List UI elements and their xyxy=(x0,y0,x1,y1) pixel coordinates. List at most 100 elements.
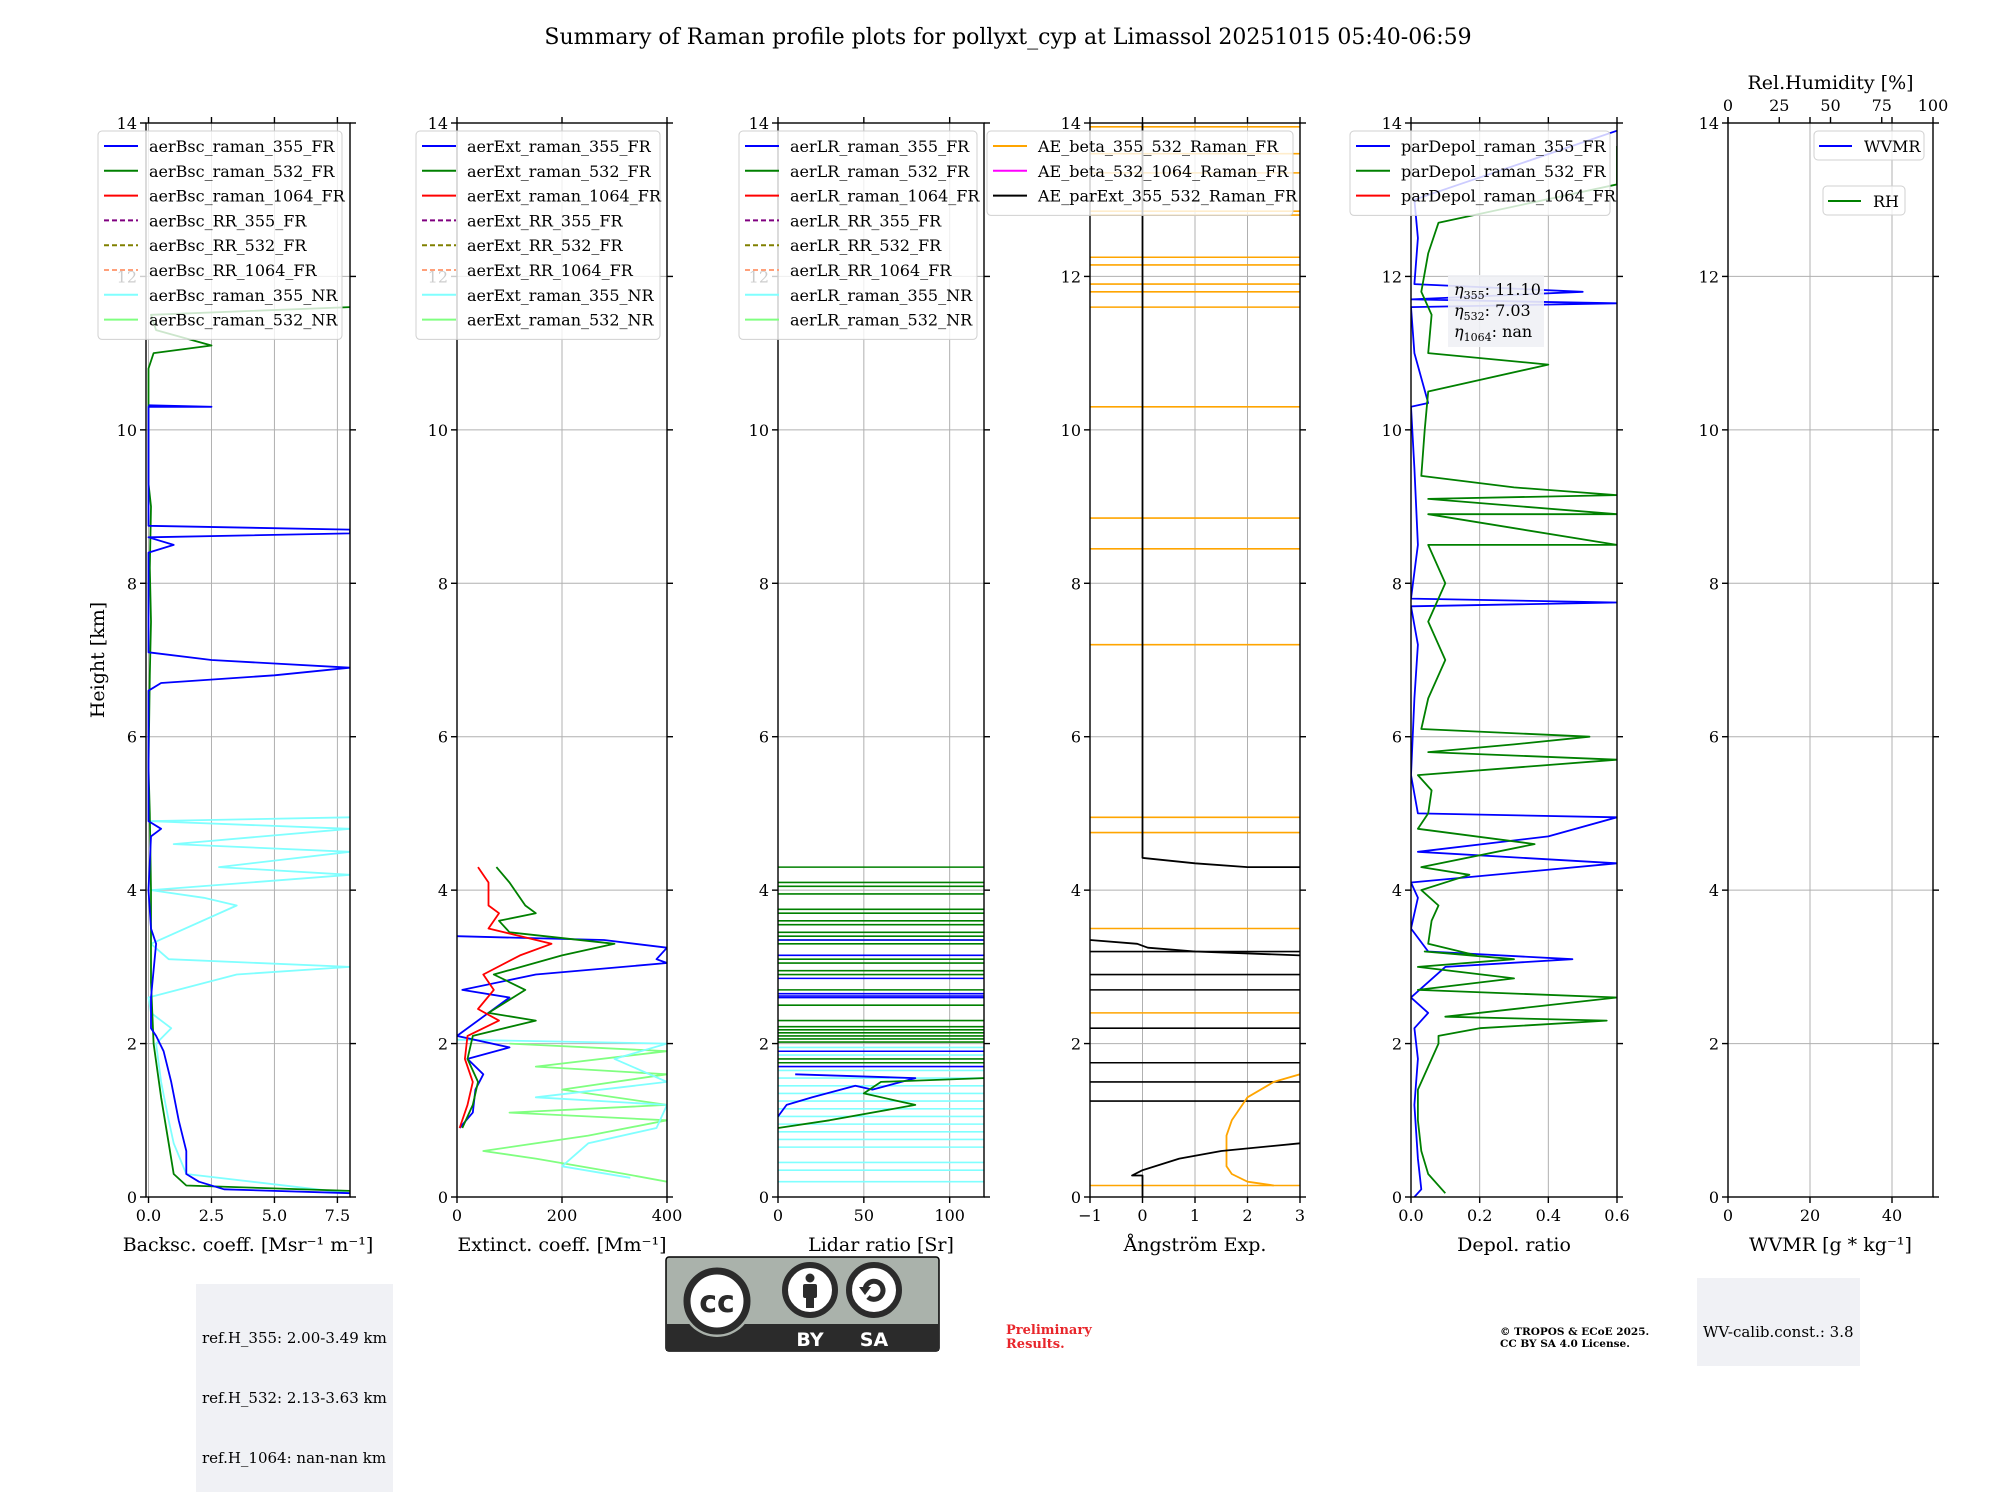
legend-frame xyxy=(1813,130,1925,161)
axes-frame xyxy=(145,122,351,1198)
legend-label: parDepol_raman_1064_FR xyxy=(1401,187,1617,206)
series-aerLR_raman_355_FR xyxy=(778,1073,917,1118)
reference-height-box: ref.H_355: 2.00-3.49 km ref.H_532: 2.13-… xyxy=(196,1284,393,1492)
series-AE_beta_355_532_Raman_FR xyxy=(1225,1073,1300,1187)
eta-subscript: 1064 xyxy=(1464,331,1492,344)
ref-height-532: ref.H_532: 2.13-3.63 km xyxy=(202,1389,387,1407)
x-tick-label: 0.4 xyxy=(1536,1206,1561,1225)
x-tick-label: 5.0 xyxy=(262,1206,287,1225)
y-tick-label: 2 xyxy=(1071,1035,1081,1054)
y-tick-label: 10 xyxy=(1382,421,1402,440)
ref-height-355: ref.H_355: 2.00-3.49 km xyxy=(202,1329,387,1347)
legend: aerExt_raman_355_FR aerExt_raman_532_FRae… xyxy=(415,130,662,340)
plot-area xyxy=(457,866,667,1183)
panel-backscatter: 0.02.55.07.502468101214Backsc. coeff. [M… xyxy=(87,114,373,1256)
license-line: CC BY SA 4.0 License. xyxy=(1500,1338,1630,1350)
x-tick-label: 3 xyxy=(1295,1206,1305,1225)
y-tick-label: 6 xyxy=(1071,728,1081,747)
eta-value: : nan xyxy=(1492,322,1533,341)
legend-label: AE_beta_355_532_Raman_FR xyxy=(1037,137,1279,156)
x-tick-label: 0 xyxy=(452,1206,462,1225)
x-tick-label: 7.5 xyxy=(325,1206,350,1225)
legend: AE_beta_355_532_Raman_FR AE_beta_532_1064… xyxy=(986,130,1298,216)
by-label: BY xyxy=(796,1329,823,1351)
cc-icon: cc xyxy=(681,1265,753,1337)
y-tick-label: 6 xyxy=(127,728,137,747)
attribution-person-icon xyxy=(782,1262,838,1318)
top-x-tick-label: 25 xyxy=(1769,96,1789,115)
x-tick-label: 0.2 xyxy=(1467,1206,1492,1225)
y-tick-label: 0 xyxy=(1071,1188,1081,1207)
y-tick-label: 0 xyxy=(759,1188,769,1207)
x-tick-label: 20 xyxy=(1800,1206,1820,1225)
y-tick-label: 10 xyxy=(117,421,137,440)
series-aerLR_raman_532_FR xyxy=(778,1077,984,1129)
y-tick-label: 8 xyxy=(1392,574,1402,593)
legend-label: RH xyxy=(1873,192,1899,211)
y-tick-label: 8 xyxy=(438,574,448,593)
x-tick-label: 0.0 xyxy=(1398,1206,1423,1225)
legend-label: aerExt_raman_1064_FR xyxy=(467,187,662,206)
legend-frame xyxy=(1349,130,1611,216)
ref-height-1064: ref.H_1064: nan-nan km xyxy=(202,1449,387,1467)
y-tick-label: 0 xyxy=(1709,1188,1719,1207)
panel-water_vapor: 0 20 40 0 2 4 6 8 10 12 14 WVMR [g * kg⁻¹] 0 25 50 75 10… xyxy=(1699,72,1949,1256)
y-tick-label: 8 xyxy=(759,574,769,593)
panel-extinction: 020040002468101214Extinct. coeff. [Mm⁻¹]… xyxy=(415,114,683,1256)
y-tick-label: 12 xyxy=(1699,267,1719,286)
legend-wvmr: WVMR xyxy=(1813,130,1925,161)
copyright-line-1: © TROPOS & ECoE 2025. xyxy=(1500,1326,1650,1338)
x-axis-label: Extinct. coeff. [Mm⁻¹] xyxy=(457,1234,666,1256)
copyright-note: © TROPOS & ECoE 2025. CC BY SA 4.0 Licen… xyxy=(1500,1326,1649,1350)
legend-label: aerLR_raman_355_FR xyxy=(790,137,970,156)
y-tick-label: 0 xyxy=(438,1188,448,1207)
y-tick-label: 14 xyxy=(1382,114,1402,133)
y-tick-label: 10 xyxy=(428,421,448,440)
y-axis-label: Height [km] xyxy=(87,602,109,718)
legend-frame xyxy=(986,130,1294,216)
legend-label: aerBsc_RR_1064_FR xyxy=(149,261,318,280)
panel-lidar_ratio: 05010002468101214Lidar ratio [Sr]aerLR_r… xyxy=(738,114,990,1256)
legend: aerLR_raman_355_FR aerLR_raman_532_FR aerL… xyxy=(738,130,980,340)
series-AE_parExt_355_532_Raman_FR xyxy=(1131,1142,1300,1197)
series-aerExt_raman_355_NR xyxy=(457,1038,667,1179)
preliminary-line-2: Results. xyxy=(1006,1337,1065,1352)
legend-label: aerBsc_raman_1064_FR xyxy=(149,187,346,206)
y-tick-label: 14 xyxy=(1699,114,1719,133)
panels: 0.02.55.07.502468101214Backsc. coeff. [M… xyxy=(87,72,1948,1256)
legend-frame xyxy=(738,130,978,340)
legend-label: AE_beta_532_1064_Raman_FR xyxy=(1037,162,1289,181)
y-tick-label: 10 xyxy=(749,421,769,440)
x-tick-label: 2.5 xyxy=(199,1206,224,1225)
series-aerExt_raman_532_FR xyxy=(461,866,616,1129)
y-tick-label: 4 xyxy=(438,881,448,900)
eta-line: η1064: nan xyxy=(1454,322,1532,344)
legend-label: aerLR_RR_355_FR xyxy=(790,211,942,230)
x-tick-label: 0.6 xyxy=(1604,1206,1629,1225)
legend-label: aerBsc_RR_355_FR xyxy=(149,211,307,230)
x-tick-label: 0 xyxy=(1137,1206,1147,1225)
y-tick-label: 6 xyxy=(759,728,769,747)
y-tick-label: 6 xyxy=(1709,728,1719,747)
y-tick-label: 2 xyxy=(1709,1035,1719,1054)
legend-rh: RH xyxy=(1822,185,1906,216)
x-tick-label: 0 xyxy=(773,1206,783,1225)
axes-frame xyxy=(1410,122,1618,1198)
series-aerExt_raman_532_NR xyxy=(482,1042,667,1183)
figure: Summary of Raman profile plots for polly… xyxy=(87,25,1948,1256)
series-aerBsc_raman_355_NR xyxy=(147,816,350,1195)
legend-label: aerExt_RR_532_FR xyxy=(467,236,624,255)
legend-label: aerExt_raman_355_NR xyxy=(467,286,655,305)
x-tick-label: 400 xyxy=(652,1206,683,1225)
legend-label: aerBsc_raman_355_NR xyxy=(149,286,338,305)
wv-calibration-constant: WV-calib.const.: 3.8 xyxy=(1703,1323,1854,1341)
x-tick-label: 200 xyxy=(547,1206,578,1225)
top-x-tick-label: 100 xyxy=(1918,96,1949,115)
annotation-box xyxy=(1448,275,1544,347)
x-tick-label: −1 xyxy=(1078,1206,1102,1225)
axes-frame xyxy=(1727,122,1934,1198)
legend-frame xyxy=(97,130,343,340)
y-tick-label: 8 xyxy=(1709,574,1719,593)
top-x-tick-label: 75 xyxy=(1872,96,1892,115)
eta-symbol: η xyxy=(1454,322,1464,341)
